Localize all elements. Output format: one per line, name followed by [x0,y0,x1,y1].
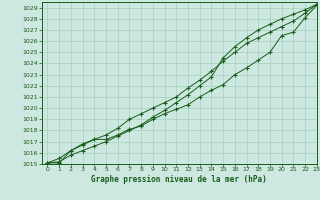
X-axis label: Graphe pression niveau de la mer (hPa): Graphe pression niveau de la mer (hPa) [91,175,267,184]
